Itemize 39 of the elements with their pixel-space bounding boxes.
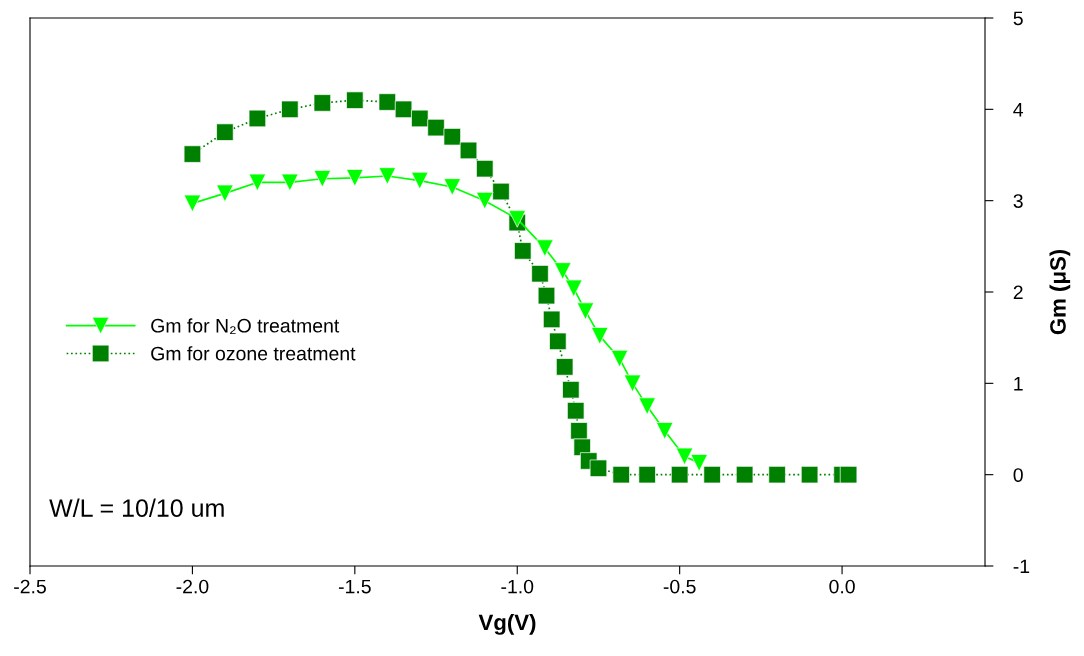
y-tick-label: 4 (1013, 103, 1024, 117)
point (313, 94, 332, 112)
point (589, 459, 608, 477)
y-tick-label: 5 (1013, 11, 1023, 26)
y-tick-label: 2 (1013, 285, 1023, 300)
point (281, 100, 299, 119)
x-tick-label: -2.5 (14, 579, 46, 594)
point (670, 465, 689, 484)
point (248, 109, 267, 128)
y-tick-label: 0 (1013, 468, 1023, 482)
point (514, 242, 532, 260)
x-tick-label: -1.5 (338, 579, 371, 594)
x-axis-title: Vg(V) (478, 613, 536, 635)
point (638, 465, 656, 484)
point (183, 145, 202, 163)
legend-label: Gm for ozone treatment (151, 346, 356, 361)
point (492, 182, 510, 201)
x-tick-label: -1.0 (501, 579, 534, 594)
point (735, 465, 754, 484)
point (690, 454, 708, 472)
y-tick-label: 3 (1013, 194, 1023, 208)
x-tick-label: -0.5 (663, 579, 696, 594)
y-tick-label: -1 (1013, 559, 1030, 574)
point (839, 465, 858, 484)
point (562, 381, 580, 399)
y-tick-label: 1 (1014, 377, 1023, 391)
point (476, 160, 494, 178)
point (346, 169, 364, 187)
point (346, 91, 364, 109)
legend-label: Gm for N₂O treatment (151, 318, 340, 335)
point (800, 465, 819, 484)
x-tick-label: 0.0 (829, 579, 855, 594)
point (555, 358, 574, 376)
annotation: W/L = 10/10 um (49, 498, 224, 517)
point (610, 349, 629, 368)
point (459, 141, 478, 160)
point (675, 447, 694, 466)
y-axis-title: Gm (μS) (1049, 249, 1071, 335)
x-tick-label: -2.0 (176, 579, 209, 594)
